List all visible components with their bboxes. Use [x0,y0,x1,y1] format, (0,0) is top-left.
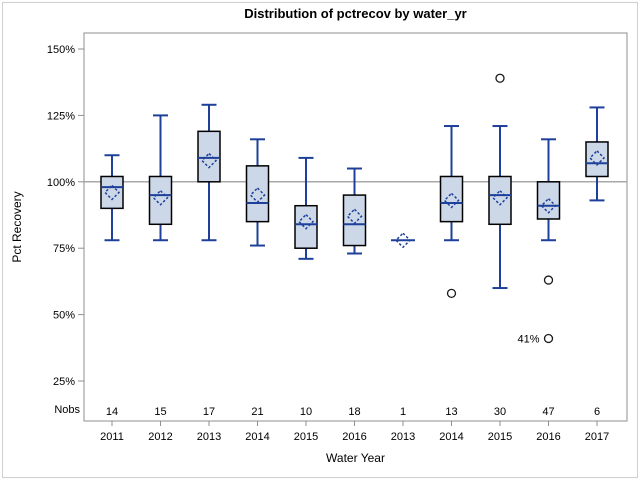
outlier-point [543,333,554,344]
box-2015-30 [488,175,512,226]
box-2012-15 [148,175,173,226]
mean-diamond [200,152,218,169]
y-tick-label: 100% [47,177,75,189]
x-tick-label: 2013 [197,431,221,443]
outlier-label: 41% [517,334,539,346]
nobs-value: 17 [203,406,215,418]
x-tick-label: 2012 [148,431,172,443]
plot-frame [83,32,628,422]
outlier-point [495,73,505,83]
y-tick-label: 125% [47,110,75,122]
box-2013-17 [197,130,221,183]
box-2015-10 [294,204,318,249]
x-tick-label: 2015 [294,431,318,443]
x-axis-title: Water Year [326,451,385,465]
box-2017-6 [585,141,609,178]
mean-diamond [297,213,315,230]
x-tick-label: 2016 [536,431,560,443]
nobs-value: 47 [542,406,554,418]
box-2014-13 [439,175,464,223]
x-tick-label: 2016 [342,431,366,443]
x-tick-label: 2017 [585,431,609,443]
nobs-value: 10 [300,406,312,418]
y-axis-title: Pct Recovery [10,191,24,263]
nobs-value: 15 [154,406,166,418]
nobs-value: 30 [494,406,506,418]
mean-diamond [152,189,169,206]
nobs-value: 21 [251,406,263,418]
mean-diamond [346,208,363,225]
box-2011-14 [100,175,124,210]
x-tick-label: 2014 [245,431,269,443]
x-tick-label: 2015 [488,431,512,443]
chart-title: Distribution of pctrecov by water_yr [244,6,467,21]
box-2014-21 [245,165,270,223]
y-tick-label: 75% [53,243,75,255]
nobs-value: 6 [594,406,600,418]
mean-diamond [588,149,606,166]
x-tick-label: 2013 [391,431,415,443]
y-tick-label: 150% [47,44,75,56]
box-2016-47 [536,181,561,220]
nobs-value: 18 [348,406,360,418]
nobs-value: 14 [106,406,118,418]
outlier-point [446,288,457,299]
y-tick-label: 50% [53,310,75,322]
nobs-value: 13 [445,406,457,418]
outlier-point [543,275,554,285]
mean-diamond [491,189,509,206]
mean-diamond [249,187,266,204]
x-tick-label: 2014 [439,431,463,443]
mean-diamond [103,184,121,201]
box-2016-18 [342,194,367,247]
mean-diamond [540,197,557,214]
mean-diamond [394,232,412,249]
x-tick-label: 2011 [100,431,124,443]
nobs-row-label: Nobs [54,404,80,416]
nobs-value: 1 [400,406,406,418]
y-tick-label: 25% [53,376,75,388]
mean-diamond [443,192,460,209]
